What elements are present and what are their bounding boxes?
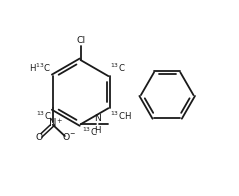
Text: Cl: Cl bbox=[76, 36, 85, 45]
Text: H$^{13}$C: H$^{13}$C bbox=[29, 62, 51, 74]
Text: −: − bbox=[69, 132, 75, 137]
Text: O: O bbox=[63, 132, 70, 142]
Text: O: O bbox=[36, 132, 43, 142]
Text: +: + bbox=[57, 118, 62, 124]
Text: $^{13}$C: $^{13}$C bbox=[110, 61, 125, 74]
Text: $^{13}$C: $^{13}$C bbox=[36, 110, 51, 122]
Text: N: N bbox=[49, 118, 56, 128]
Text: $^{13}$CH: $^{13}$CH bbox=[110, 109, 132, 122]
Text: N: N bbox=[94, 114, 101, 123]
Text: H: H bbox=[94, 126, 100, 135]
Text: $^{13}$C: $^{13}$C bbox=[82, 126, 98, 138]
